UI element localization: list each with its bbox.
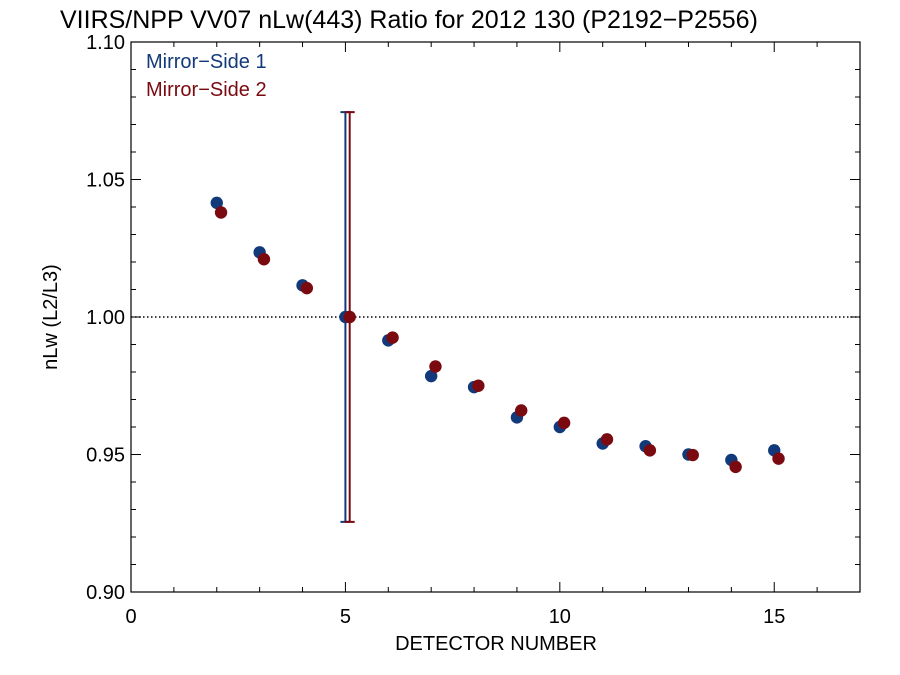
x-tick-label: 15 <box>763 606 785 628</box>
x-tick-label: 0 <box>125 606 136 628</box>
point-series-2 <box>600 433 614 446</box>
point-series-2 <box>214 206 228 219</box>
point-series-2 <box>686 448 699 462</box>
point-series-1 <box>424 369 438 383</box>
y-tick-label: 0.95 <box>86 445 125 467</box>
data-points <box>210 196 785 474</box>
axis-ticks <box>130 41 861 593</box>
point-series-2 <box>557 416 571 430</box>
point-series-2 <box>515 404 528 417</box>
y-tick-label: 1.05 <box>86 170 125 192</box>
legend-entry-mirror-side-2: Mirror−Side 2 <box>146 79 267 101</box>
legend-entry-mirror-side-1: Mirror−Side 1 <box>146 51 267 73</box>
y-tick-label: 0.90 <box>86 582 125 604</box>
point-series-2 <box>472 379 485 392</box>
x-tick-label: 10 <box>549 606 571 628</box>
point-series-2 <box>643 444 657 457</box>
point-series-2 <box>300 281 314 295</box>
y-tick-label: 1.00 <box>86 307 125 329</box>
x-tick-label: 5 <box>340 606 351 628</box>
point-series-2 <box>386 331 399 344</box>
point-series-2 <box>729 460 742 474</box>
y-axis-label: nLw (L2/L3) <box>40 264 62 370</box>
point-series-2 <box>429 360 442 373</box>
chart-title: VIIRS/NPP VV07 nLw(443) Ratio for 2012 1… <box>60 6 758 34</box>
point-series-2 <box>772 452 785 465</box>
legend: Mirror−Side 1 Mirror−Side 2 <box>146 51 267 101</box>
point-series-2 <box>343 310 356 324</box>
point-series-1 <box>210 196 223 210</box>
tick-labels: 0 5 10 15 0.90 0.95 1.00 1.05 1.10 <box>86 32 785 628</box>
y-tick-label: 1.10 <box>86 32 125 54</box>
x-axis-label: DETECTOR NUMBER <box>395 633 597 655</box>
point-series-2 <box>257 253 271 266</box>
